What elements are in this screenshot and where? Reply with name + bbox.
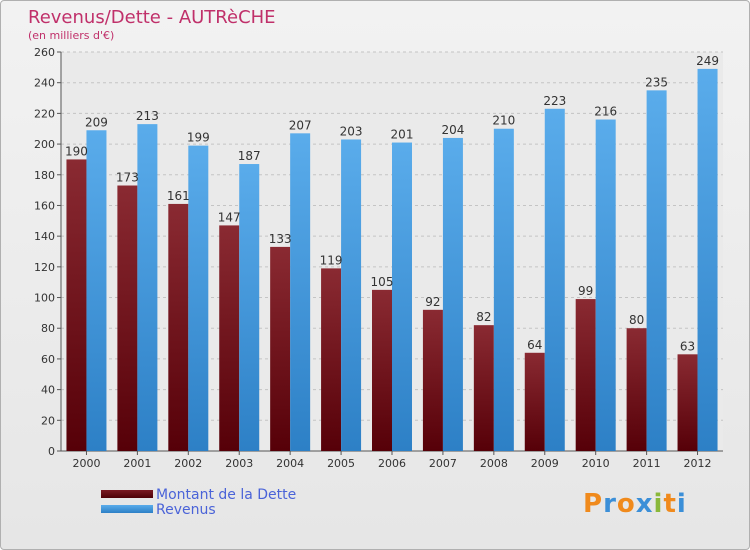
logo-letter: i [653, 489, 664, 519]
bar-revenus [493, 128, 514, 451]
y-tick-label: 200 [34, 138, 55, 151]
chart-subtitle: (en milliers d'€) [28, 29, 115, 42]
logo-letter: P [583, 489, 604, 519]
logo-letter: t [663, 489, 677, 519]
legend-swatch-revenus [101, 505, 153, 513]
bar-revenus [341, 139, 362, 451]
bar-revenus [697, 68, 718, 451]
bar-revenus [646, 90, 667, 451]
chart-title: Revenus/Dette - AUTRèCHE [28, 7, 276, 28]
data-label-dette: 173 [116, 171, 139, 185]
data-label-dette: 82 [476, 310, 491, 324]
y-tick-label: 160 [34, 199, 55, 212]
bar-revenus [239, 164, 260, 451]
y-tick-label: 240 [34, 77, 55, 90]
y-tick-label: 80 [41, 322, 55, 335]
x-tick-label: 2009 [531, 457, 559, 470]
logo-letter: i [676, 489, 687, 519]
data-label-dette: 64 [527, 338, 542, 352]
data-label-revenus: 249 [696, 54, 719, 68]
bar-revenus [188, 145, 209, 451]
bar-dette [321, 268, 342, 451]
data-label-dette: 105 [371, 275, 394, 289]
data-label-revenus: 213 [136, 109, 159, 123]
bar-revenus [290, 133, 311, 452]
bar-dette [473, 325, 494, 451]
y-tick-label: 260 [34, 46, 55, 59]
proxiti-logo: Proxiti [583, 489, 687, 519]
data-label-dette: 63 [680, 339, 695, 353]
y-tick-label: 0 [48, 445, 55, 458]
y-tick-label: 120 [34, 261, 55, 274]
data-label-dette: 119 [320, 253, 343, 267]
x-tick-label: 2005 [327, 457, 355, 470]
data-label-revenus: 235 [645, 75, 668, 89]
legend-swatch-dette [101, 490, 153, 498]
data-label-revenus: 223 [543, 94, 566, 108]
bar-revenus [595, 119, 616, 452]
legend-label-dette: Montant de la Dette [156, 487, 297, 503]
data-label-dette: 161 [167, 189, 190, 203]
x-tick-label: 2001 [123, 457, 151, 470]
logo-letter: x [635, 489, 654, 519]
data-label-dette: 99 [578, 284, 593, 298]
x-tick-label: 2011 [633, 457, 661, 470]
bar-dette [270, 246, 291, 451]
bar-dette [372, 289, 392, 451]
x-tick-label: 2012 [684, 457, 712, 470]
data-label-revenus: 201 [391, 128, 414, 142]
bar-dette [219, 225, 240, 451]
bar-revenus [544, 108, 565, 452]
bar-dette [626, 328, 647, 451]
y-tick-label: 220 [34, 107, 55, 120]
bar-dette [66, 159, 87, 451]
bar-revenus [442, 137, 463, 451]
bar-revenus [392, 142, 412, 452]
y-tick-label: 40 [41, 384, 55, 397]
bar-dette [422, 309, 443, 451]
data-label-dette: 80 [629, 313, 644, 327]
y-tick-label: 140 [34, 230, 55, 243]
bar-revenus [137, 124, 158, 451]
bar-dette [524, 352, 545, 451]
data-label-dette: 92 [425, 295, 440, 309]
data-label-revenus: 187 [238, 149, 261, 163]
data-label-revenus: 199 [187, 131, 210, 145]
y-tick-label: 60 [41, 353, 55, 366]
bar-dette [168, 203, 189, 451]
x-tick-label: 2004 [276, 457, 304, 470]
data-label-revenus: 203 [340, 124, 363, 138]
legend-label-revenus: Revenus [156, 502, 216, 518]
data-label-dette: 190 [65, 144, 88, 158]
data-label-dette: 133 [269, 232, 292, 246]
data-label-revenus: 216 [594, 105, 617, 119]
y-tick-label: 180 [34, 169, 55, 182]
data-label-revenus: 210 [492, 114, 515, 128]
bar-dette [117, 185, 138, 451]
data-label-revenus: 209 [85, 115, 108, 129]
logo-letter: r [603, 489, 617, 519]
bar-dette [677, 354, 698, 451]
x-tick-label: 2010 [582, 457, 610, 470]
x-tick-label: 2007 [429, 457, 457, 470]
x-tick-label: 2006 [378, 457, 406, 470]
x-tick-label: 2003 [225, 457, 253, 470]
x-tick-label: 2000 [72, 457, 100, 470]
logo-letter: o [616, 489, 636, 519]
data-label-revenus: 204 [441, 123, 464, 137]
x-tick-label: 2002 [174, 457, 202, 470]
y-tick-label: 20 [41, 414, 55, 427]
x-tick-label: 2008 [480, 457, 508, 470]
y-tick-label: 100 [34, 292, 55, 305]
data-label-dette: 147 [218, 210, 241, 224]
bar-revenus [86, 130, 107, 451]
bar-dette [575, 299, 596, 451]
data-label-revenus: 207 [289, 118, 312, 132]
